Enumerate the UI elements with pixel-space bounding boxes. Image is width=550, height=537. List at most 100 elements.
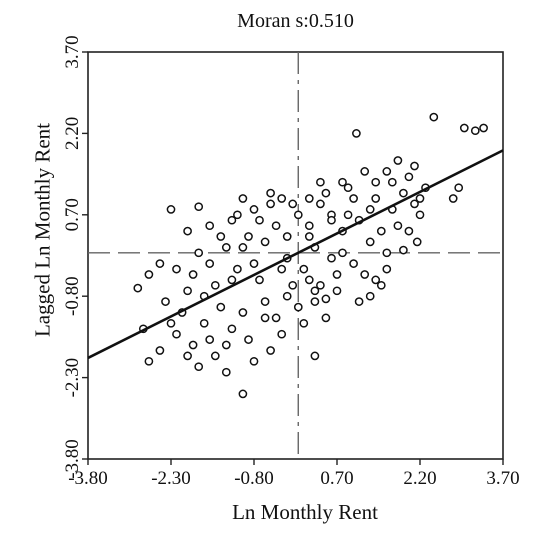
data-point	[260, 313, 270, 323]
data-point	[271, 313, 281, 323]
data-point	[183, 351, 192, 361]
data-point	[321, 313, 331, 323]
data-point	[310, 297, 320, 306]
data-point	[238, 194, 248, 203]
data-point	[338, 177, 347, 187]
data-point	[360, 167, 370, 176]
data-point	[194, 202, 204, 212]
x-axis-label: Ln Monthly Rent	[232, 500, 378, 524]
data-point	[304, 232, 314, 241]
data-point	[172, 329, 181, 339]
data-point	[365, 291, 375, 301]
data-point	[221, 367, 231, 377]
x-tick-label: 3.70	[486, 468, 519, 489]
data-point	[194, 248, 204, 258]
data-point	[382, 167, 392, 176]
data-point	[227, 324, 237, 334]
x-axis: -3.80 -2.30 -0.80 0.70 2.20 3.70	[68, 459, 520, 489]
data-point	[349, 259, 358, 268]
data-point	[293, 210, 303, 220]
data-point	[343, 210, 353, 220]
data-point	[238, 243, 248, 252]
data-point	[188, 340, 198, 350]
data-point	[299, 264, 309, 274]
data-point	[316, 177, 325, 187]
data-point	[321, 188, 331, 198]
data-point	[249, 356, 259, 366]
data-point	[255, 275, 264, 285]
data-point	[144, 270, 154, 279]
data-point	[216, 302, 226, 312]
data-point	[470, 126, 480, 136]
y-axis: -3.80 -2.30 -0.80 0.70 2.20 3.70	[62, 35, 88, 479]
x-tick-label: 0.70	[320, 468, 353, 489]
y-tick-label: 2.20	[62, 117, 83, 150]
data-point	[343, 183, 353, 193]
data-point	[277, 264, 287, 274]
data-point	[304, 221, 314, 231]
data-point	[382, 248, 392, 258]
data-point	[327, 253, 336, 263]
x-tick-label: 2.20	[403, 468, 436, 489]
data-point	[352, 129, 361, 138]
y-tick-label: -2.30	[62, 358, 83, 398]
data-point	[216, 232, 226, 241]
data-point	[404, 172, 414, 182]
data-point	[205, 335, 215, 344]
data-point	[415, 210, 425, 220]
data-point	[255, 215, 264, 225]
data-point	[266, 346, 275, 355]
x-tick-label: -2.30	[151, 468, 191, 489]
data-point	[183, 286, 192, 296]
data-point	[266, 188, 275, 198]
data-point	[288, 280, 298, 290]
data-point	[238, 389, 248, 399]
data-point	[382, 264, 392, 274]
data-point	[349, 194, 358, 203]
data-point	[412, 237, 422, 247]
data-point	[332, 286, 342, 296]
data-point	[221, 340, 231, 350]
data-point	[459, 123, 469, 133]
data-point	[161, 297, 170, 306]
data-point	[221, 243, 231, 252]
data-point	[354, 297, 364, 306]
data-point	[310, 351, 320, 361]
data-point	[133, 283, 143, 293]
data-point	[293, 302, 303, 312]
y-tick-label: 0.70	[62, 198, 83, 231]
data-point	[448, 194, 458, 203]
data-point	[194, 362, 204, 372]
data-point	[393, 156, 403, 165]
data-point	[183, 226, 192, 236]
data-point	[304, 194, 314, 203]
data-point	[227, 215, 237, 225]
data-point	[249, 205, 259, 214]
data-point	[371, 194, 381, 203]
data-point	[316, 280, 325, 290]
x-tick-label: -0.80	[234, 468, 274, 489]
data-point	[282, 232, 292, 241]
data-point	[172, 264, 181, 274]
data-point	[205, 259, 215, 268]
chart-title: Moran s:0.510	[237, 10, 354, 32]
data-point	[479, 123, 488, 133]
data-point	[399, 188, 408, 198]
data-point	[321, 294, 331, 304]
data-point	[233, 210, 242, 220]
data-point	[454, 183, 464, 193]
data-point	[387, 177, 397, 187]
data-point	[210, 280, 220, 290]
data-point	[327, 215, 336, 225]
data-point	[304, 275, 314, 285]
plot-frame	[87, 51, 504, 460]
data-point	[376, 280, 386, 290]
data-point	[144, 356, 154, 366]
data-point	[210, 351, 220, 361]
data-point	[393, 221, 403, 231]
data-point	[282, 291, 292, 301]
data-point	[360, 270, 370, 279]
data-point	[299, 318, 309, 328]
